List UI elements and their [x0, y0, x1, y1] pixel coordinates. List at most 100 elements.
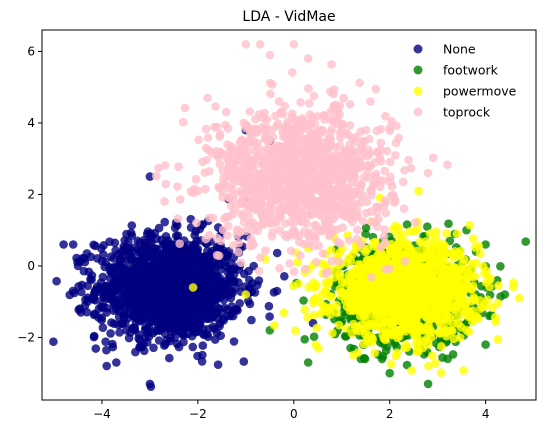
data-point: [218, 192, 227, 202]
data-point: [166, 333, 175, 343]
data-point: [156, 300, 165, 309]
data-point: [460, 285, 469, 295]
data-point: [180, 103, 190, 113]
data-point: [102, 361, 111, 371]
data-point: [494, 281, 503, 290]
series-toprock: [152, 40, 452, 282]
data-point: [428, 153, 438, 162]
data-point: [245, 219, 254, 229]
data-point: [126, 284, 136, 293]
data-point: [424, 340, 433, 349]
data-point: [335, 239, 345, 248]
data-point: [443, 160, 452, 169]
x-tick-label: 4: [482, 407, 490, 421]
data-point: [350, 190, 359, 199]
data-point: [251, 114, 260, 124]
data-point: [356, 185, 365, 194]
data-point: [374, 295, 384, 305]
data-point: [346, 302, 356, 312]
data-point: [266, 206, 275, 216]
data-point: [289, 267, 299, 276]
data-point: [327, 302, 336, 312]
legend-label: powermove: [443, 84, 517, 99]
data-point: [447, 284, 457, 294]
data-point: [235, 199, 244, 208]
data-point: [235, 145, 245, 155]
data-point: [304, 230, 313, 240]
data-point: [228, 311, 238, 321]
data-point: [481, 340, 490, 349]
data-point: [174, 342, 184, 352]
data-point: [309, 332, 319, 342]
data-point: [84, 267, 94, 277]
legend-marker: [413, 107, 423, 117]
data-point: [319, 164, 328, 174]
data-point: [188, 342, 198, 352]
data-point: [348, 217, 357, 227]
data-point: [386, 359, 396, 369]
data-point: [468, 234, 478, 243]
data-point: [364, 320, 374, 330]
data-point: [213, 360, 223, 370]
data-point: [300, 305, 310, 315]
data-point: [304, 173, 314, 182]
data-point: [371, 202, 381, 212]
data-point: [245, 275, 254, 285]
data-point: [277, 202, 287, 212]
data-point: [381, 294, 391, 303]
data-point: [312, 281, 321, 290]
data-point: [145, 261, 154, 271]
data-point: [270, 321, 279, 330]
data-point: [305, 99, 314, 108]
data-point: [73, 261, 83, 271]
data-point: [393, 280, 402, 289]
data-point: [178, 117, 188, 127]
data-point: [381, 198, 391, 207]
data-point: [226, 142, 236, 151]
data-point: [372, 126, 382, 135]
data-point: [366, 186, 375, 195]
data-point: [353, 225, 362, 235]
data-point: [282, 143, 291, 152]
data-point: [68, 286, 78, 296]
data-point: [261, 168, 270, 177]
data-point: [431, 249, 440, 258]
y-tick-label: 2: [27, 187, 35, 201]
data-point: [303, 313, 312, 322]
data-point: [101, 337, 110, 347]
data-point: [312, 196, 321, 206]
data-point: [386, 172, 395, 182]
data-point: [451, 301, 461, 311]
data-point: [415, 254, 425, 263]
data-point: [49, 337, 58, 347]
data-point: [187, 291, 197, 301]
data-point: [207, 271, 216, 280]
data-point: [175, 195, 185, 204]
data-point: [287, 149, 296, 158]
data-point: [245, 283, 255, 293]
data-point: [402, 220, 412, 229]
data-point: [109, 306, 118, 316]
data-point: [371, 169, 381, 179]
data-point: [365, 289, 374, 299]
data-point: [86, 274, 95, 284]
data-point: [195, 306, 204, 315]
data-point: [305, 110, 315, 119]
data-point: [264, 301, 274, 311]
data-point: [356, 240, 366, 249]
data-point: [486, 274, 495, 284]
data-point: [255, 180, 265, 190]
data-point: [249, 203, 259, 212]
data-point: [465, 308, 474, 317]
data-point: [418, 307, 427, 317]
data-point: [406, 164, 416, 173]
data-point: [400, 166, 409, 175]
data-point: [108, 270, 118, 279]
data-point: [180, 253, 189, 263]
data-point: [265, 312, 274, 321]
data-point: [336, 178, 346, 187]
data-point: [327, 169, 337, 178]
data-point: [364, 134, 374, 144]
data-point: [309, 310, 319, 320]
data-point: [342, 258, 352, 268]
